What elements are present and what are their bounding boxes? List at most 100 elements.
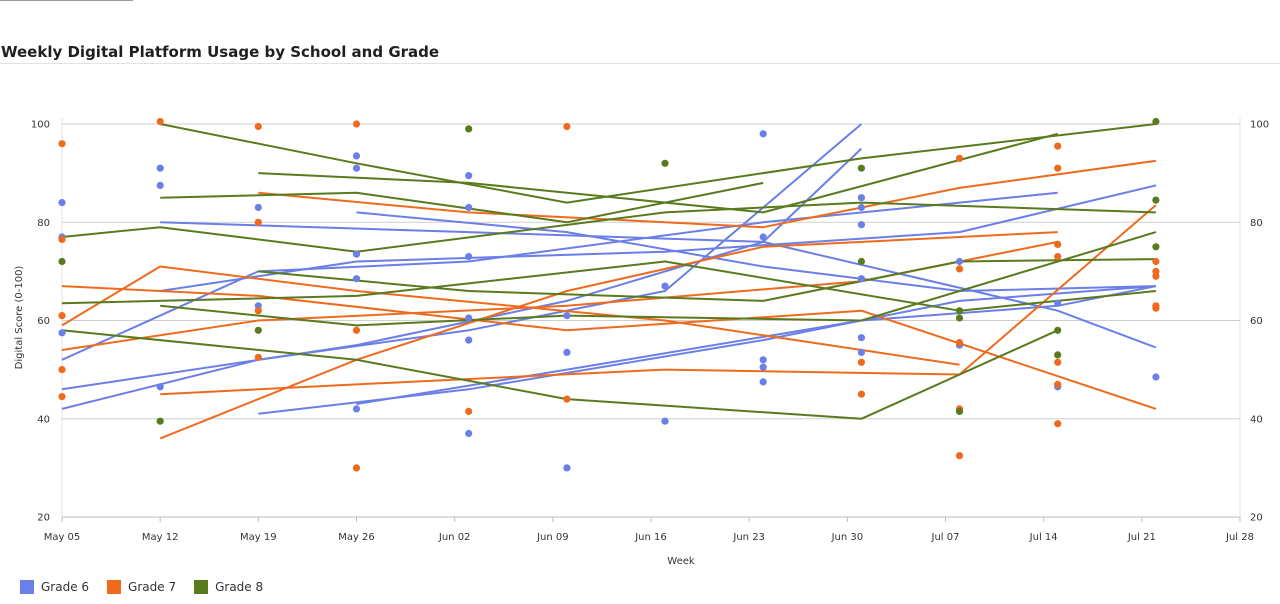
data-point-grade-6 [465, 314, 473, 322]
data-point-grade-6 [352, 405, 361, 413]
y-tick-label-left: 80 [37, 218, 50, 229]
trend-line-grade-8 [258, 258, 1156, 302]
data-point-grade-6 [563, 312, 571, 320]
trend-line-grade-7 [61, 265, 960, 366]
data-point-grade-8 [254, 326, 262, 334]
data-point-grade-6 [857, 203, 866, 212]
data-point-grade-6 [857, 334, 866, 342]
trend-line-grade-7 [61, 240, 1058, 351]
trend-line-grade-6 [356, 211, 1156, 292]
data-point-grade-6 [1054, 299, 1062, 307]
data-point-grade-6 [156, 164, 164, 172]
trend-line-grade-6 [160, 184, 1157, 292]
data-point-grade-8 [58, 257, 66, 266]
x-tick-label: May 05 [44, 532, 81, 543]
data-point-grade-8 [1152, 117, 1160, 126]
y-tick-label-left: 40 [37, 414, 50, 425]
data-point-grade-6 [465, 429, 473, 438]
x-tick-label: Jun 09 [536, 532, 569, 543]
data-point-grade-6 [759, 378, 767, 386]
data-point-grade-6 [857, 348, 866, 356]
data-point-grade-7 [254, 307, 262, 315]
data-point-grade-7 [955, 265, 964, 273]
data-point-grade-8 [955, 307, 964, 315]
x-axis-title: Week [667, 556, 695, 567]
data-point-grade-6 [465, 203, 473, 212]
data-point-grade-7 [1054, 420, 1062, 428]
data-point-grade-6 [1152, 373, 1160, 381]
x-tick-label: Jun 02 [438, 532, 471, 543]
data-point-grade-6 [465, 253, 473, 261]
legend: Grade 6 Grade 7 Grade 8 [20, 580, 263, 594]
data-point-grade-8 [1054, 351, 1062, 359]
data-point-grade-7 [465, 407, 473, 415]
data-point-grade-8 [857, 257, 866, 266]
data-point-grade-6 [465, 172, 473, 180]
data-point-grade-8 [857, 164, 866, 172]
data-point-grade-8 [465, 125, 473, 133]
trend-line-grade-8 [61, 260, 1156, 312]
legend-item-grade-6[interactable]: Grade 6 [20, 580, 89, 594]
data-point-grade-6 [857, 194, 866, 202]
trend-line-grade-8 [160, 123, 1157, 204]
data-point-grade-6 [156, 181, 164, 189]
data-point-grade-8 [1152, 196, 1160, 204]
y-tick-label-right: 100 [1250, 120, 1269, 131]
data-point-grade-7 [1054, 358, 1062, 366]
legend-label: Grade 7 [128, 580, 177, 594]
data-point-grade-7 [352, 120, 361, 128]
data-point-grade-8 [661, 159, 669, 167]
legend-item-grade-7[interactable]: Grade 7 [107, 580, 176, 594]
x-tick-label: Jun 30 [831, 532, 864, 543]
data-point-grade-6 [857, 221, 866, 229]
y-tick-label-right: 80 [1250, 218, 1263, 229]
data-point-grade-7 [955, 452, 964, 460]
legend-item-grade-8[interactable]: Grade 8 [194, 580, 263, 594]
x-tick-label: Jun 23 [732, 532, 765, 543]
x-tick-label: Jun 16 [634, 532, 667, 543]
data-point-grade-7 [857, 390, 866, 398]
chart-title: Weekly Digital Platform Usage by School … [1, 43, 440, 61]
y-tick-label-left: 20 [37, 513, 50, 524]
data-point-grade-7 [352, 326, 361, 334]
data-point-grade-8 [156, 417, 164, 425]
data-point-grade-7 [254, 122, 262, 131]
trend-line-grade-7 [159, 231, 1058, 440]
legend-swatch [20, 580, 34, 594]
data-point-grade-7 [1054, 380, 1062, 388]
x-tick-label: Jul 14 [1029, 532, 1058, 543]
data-point-grade-6 [254, 203, 262, 212]
trend-line-grade-7 [160, 204, 1157, 396]
data-point-grade-7 [58, 312, 66, 320]
data-point-grade-6 [759, 130, 767, 138]
x-tick-label: May 26 [338, 532, 375, 543]
data-point-grade-6 [465, 336, 473, 344]
y-tick-label-left: 60 [37, 316, 50, 327]
x-tick-label: May 19 [240, 532, 277, 543]
y-tick-label-left: 100 [31, 120, 50, 131]
data-point-grade-6 [759, 233, 767, 241]
y-tick-label-right: 60 [1250, 316, 1263, 327]
data-point-grade-6 [352, 250, 361, 258]
legend-swatch [194, 580, 209, 594]
data-point-grade-7 [955, 154, 964, 162]
data-point-grade-6 [352, 164, 361, 172]
data-point-grade-6 [955, 257, 964, 266]
data-point-grade-7 [1054, 164, 1062, 172]
legend-swatch [107, 580, 122, 594]
data-point-grade-7 [955, 339, 964, 347]
data-point-grade-7 [857, 358, 866, 366]
x-tick-label: May 12 [142, 532, 179, 543]
data-point-grade-6 [352, 152, 361, 160]
top-divider [0, 0, 133, 1]
data-point-grade-6 [58, 199, 66, 207]
x-tick-label: Jul 07 [931, 532, 960, 543]
data-point-grade-7 [254, 218, 262, 226]
data-point-grade-7 [58, 366, 66, 374]
legend-label: Grade 8 [215, 580, 264, 594]
data-point-grade-7 [1054, 240, 1062, 248]
legend-label: Grade 6 [41, 580, 90, 594]
title-divider [0, 63, 1280, 64]
data-point-grade-6 [759, 356, 767, 364]
